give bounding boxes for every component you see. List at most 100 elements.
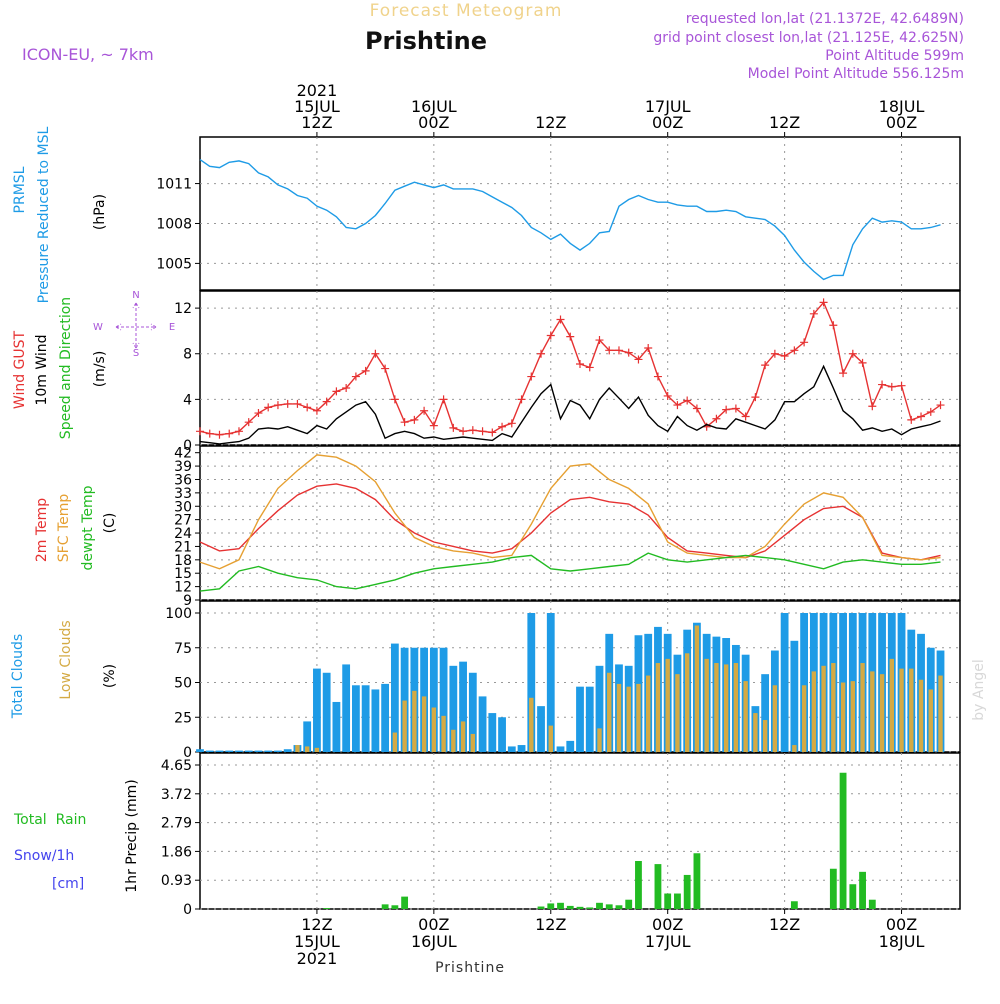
bar-total-rain <box>829 868 837 909</box>
bar-low-clouds <box>889 658 894 752</box>
bar-low-clouds <box>928 689 933 752</box>
bottom-time-label: 18JUL <box>879 932 925 951</box>
y-tick-label: 50 <box>174 676 192 692</box>
y-tick-label: 33 <box>174 486 192 502</box>
model-label: ICON-EU, ~ 7km <box>22 45 154 64</box>
bar-total-rain <box>674 893 681 909</box>
grid-point-coords: grid point closest lon,lat (21.125E, 42.… <box>653 30 964 46</box>
gust-point-marker <box>712 414 721 423</box>
bar-low-clouds <box>811 671 817 752</box>
gust-point-marker <box>576 360 584 369</box>
gust-point-marker <box>225 429 234 438</box>
bottom-time-label: 16JUL <box>411 932 457 951</box>
gust-point-marker <box>449 423 458 432</box>
bar-total-rain <box>849 884 857 909</box>
y-tick-label: 3.72 <box>161 787 192 803</box>
gust-point-marker <box>478 427 487 436</box>
bar-low-clouds <box>616 683 622 752</box>
bar-low-clouds <box>392 732 398 752</box>
bar-total-clouds <box>468 672 477 752</box>
location-title: Prishtine <box>365 27 487 55</box>
series-line-wind-gust <box>199 301 941 436</box>
bar-total-rain <box>596 902 603 909</box>
bar-total-rain <box>693 853 701 909</box>
y-tick-label: 1.86 <box>161 844 192 860</box>
series-line-prmsl <box>199 159 941 281</box>
bar-total-clouds <box>313 668 321 752</box>
bar-total-clouds <box>527 613 536 752</box>
wind-label-10m: 10m Wind <box>34 334 50 405</box>
gust-point-marker <box>614 346 623 355</box>
app-title: Forecast Meteogram <box>370 1 563 21</box>
y-tick-label: 8 <box>183 347 192 363</box>
bar-total-clouds <box>595 665 604 752</box>
bar-low-clouds <box>772 685 778 752</box>
gust-point-marker <box>420 406 429 415</box>
bottom-time-label: 00Z <box>886 915 917 934</box>
top-time-label: 12Z <box>301 113 332 132</box>
gust-point-marker <box>264 403 273 412</box>
bar-total-rain <box>323 908 331 909</box>
gust-point-marker <box>556 315 565 324</box>
y-tick-label: 1005 <box>156 256 192 272</box>
bar-low-clouds <box>792 745 797 752</box>
bar-total-rain <box>635 861 642 909</box>
model-altitude: Model Point Altitude 556.125m <box>748 66 964 82</box>
gust-point-marker <box>722 405 731 414</box>
clouds-label-low: Low Clouds <box>58 620 74 699</box>
y-tick-label: 21 <box>174 539 192 555</box>
top-time-label: 18JUL <box>879 97 925 116</box>
gust-point-marker <box>605 346 614 355</box>
gust-point-marker <box>868 402 877 411</box>
bar-total-rain <box>790 901 798 909</box>
gust-point-marker <box>839 369 848 378</box>
bar-low-clouds <box>441 715 446 752</box>
bar-total-rain <box>547 903 555 909</box>
bar-low-clouds <box>821 665 826 752</box>
gust-point-marker <box>595 336 604 345</box>
y-tick-label: 36 <box>174 472 192 488</box>
bar-low-clouds <box>694 625 700 752</box>
bar-total-clouds <box>537 706 545 752</box>
bar-total-clouds <box>283 749 292 752</box>
gust-point-marker <box>878 380 887 389</box>
gust-point-marker <box>673 401 682 410</box>
y-tick-label: 2.79 <box>161 816 192 832</box>
bar-low-clouds <box>714 663 719 752</box>
bar-total-clouds <box>205 750 214 752</box>
bottom-time-label: 15JUL <box>294 932 340 951</box>
bar-total-clouds <box>361 685 370 752</box>
pressure-panel: 1005 1008 1011 <box>156 136 961 291</box>
y-tick-label: 9 <box>183 593 192 609</box>
compass-east: E <box>169 322 175 333</box>
bar-total-clouds <box>332 701 341 752</box>
gust-point-marker <box>312 406 321 415</box>
series-line-dewpt-temp <box>199 552 941 592</box>
gust-point-marker <box>459 427 468 436</box>
gust-point-marker <box>917 412 926 421</box>
bar-low-clouds <box>909 668 914 752</box>
gust-point-marker <box>624 348 633 357</box>
top-time-label: 12Z <box>769 113 800 132</box>
bar-total-clouds <box>342 664 351 752</box>
requested-coords: requested lon,lat (21.1372E, 42.6489N) <box>686 11 964 27</box>
bar-total-clouds <box>576 686 584 752</box>
bar-low-clouds <box>733 663 739 752</box>
bar-total-clouds <box>352 685 360 752</box>
bar-total-clouds <box>761 674 770 752</box>
bottom-time-label: 12Z <box>301 915 332 934</box>
precip-label-unit: 1hr Precip (mm) <box>124 779 140 892</box>
bar-low-clouds <box>840 682 846 752</box>
gust-point-marker <box>273 401 282 410</box>
gust-point-marker <box>683 396 692 405</box>
gust-point-marker <box>293 399 302 408</box>
gust-point-marker <box>361 366 370 375</box>
footer-location: Prishtine <box>435 960 505 976</box>
clouds-panel: 0 25 50 75 100 <box>165 600 961 761</box>
y-tick-label: 75 <box>174 641 192 657</box>
bar-low-clouds <box>938 675 943 752</box>
gust-point-marker <box>790 346 799 355</box>
